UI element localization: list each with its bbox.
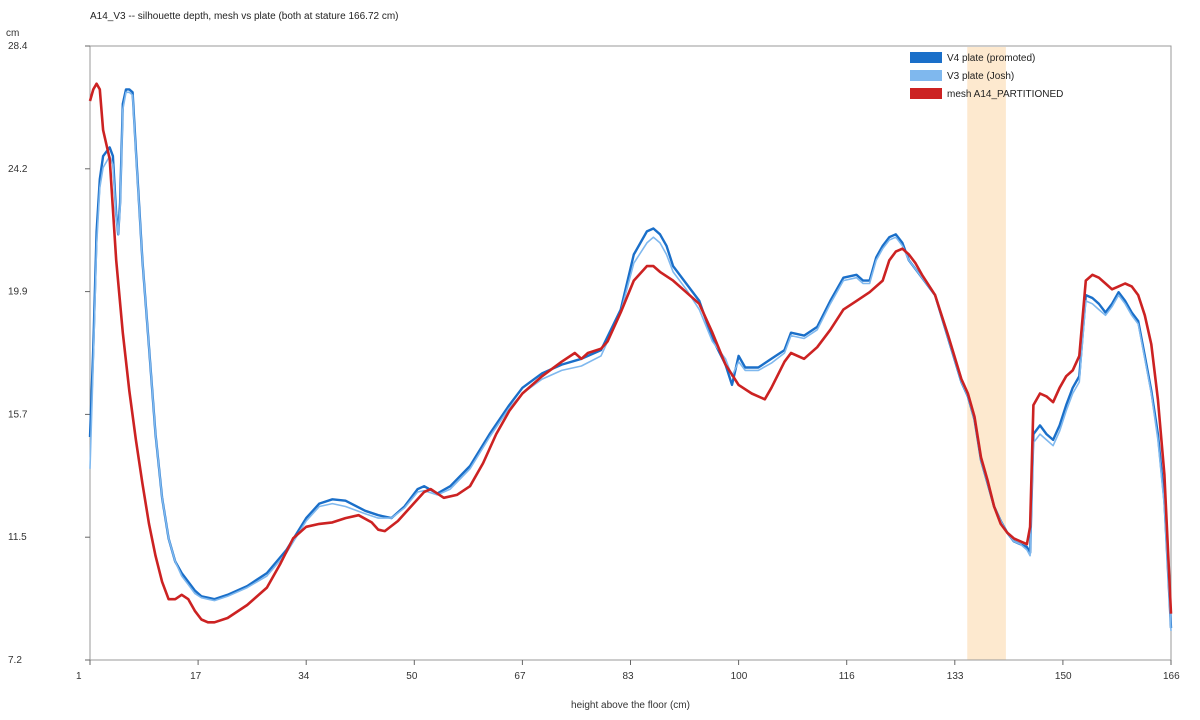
y-tick-label: 19.9 bbox=[8, 287, 28, 298]
legend-label: V4 plate (promoted) bbox=[947, 53, 1035, 64]
legend-swatch bbox=[910, 70, 942, 81]
y-axis-label: cm bbox=[6, 28, 19, 39]
x-tick-label: 34 bbox=[298, 671, 310, 682]
x-tick-label: 116 bbox=[839, 671, 855, 682]
x-tick-label: 67 bbox=[514, 671, 526, 682]
x-tick-label: 50 bbox=[406, 671, 418, 682]
y-tick-label: 7.2 bbox=[8, 655, 22, 666]
series-line-0 bbox=[88, 88, 1173, 629]
legend-label: V3 plate (Josh) bbox=[947, 71, 1014, 82]
y-tick-label: 11.5 bbox=[8, 532, 27, 543]
series-line-1 bbox=[89, 91, 1172, 632]
chart-title: A14_V3 -- silhouette depth, mesh vs plat… bbox=[90, 11, 399, 22]
y-tick-label: 15.7 bbox=[8, 409, 28, 420]
series-lines bbox=[88, 82, 1173, 632]
series-line-2 bbox=[88, 82, 1173, 624]
y-axis-ticks: 28.4 24.2 19.9 15.7 11.5 7.2 bbox=[8, 41, 90, 666]
legend-swatch bbox=[910, 88, 942, 99]
x-tick-label: 133 bbox=[947, 671, 964, 682]
legend-swatch bbox=[910, 52, 942, 63]
x-tick-label: 17 bbox=[190, 671, 202, 682]
x-tick-label: 166 bbox=[1163, 671, 1180, 682]
highlight-band bbox=[967, 47, 1006, 660]
x-tick-label: 83 bbox=[623, 671, 635, 682]
plot-frame bbox=[89, 45, 1172, 661]
legend: V4 plate (promoted) V3 plate (Josh) mesh A… bbox=[910, 52, 1063, 100]
x-axis-ticks: 1 17 34 50 67 83 100 116 133 150 166 bbox=[76, 660, 1180, 682]
y-tick-label: 24.2 bbox=[8, 164, 28, 175]
x-tick-label: 150 bbox=[1055, 671, 1072, 682]
x-tick-label: 1 bbox=[76, 671, 82, 682]
legend-label: mesh A14_PARTITIONED bbox=[947, 89, 1063, 100]
x-tick-label: 100 bbox=[731, 671, 748, 682]
y-tick-label: 28.4 bbox=[8, 41, 28, 52]
x-axis-label: height above the floor (cm) bbox=[571, 700, 690, 711]
